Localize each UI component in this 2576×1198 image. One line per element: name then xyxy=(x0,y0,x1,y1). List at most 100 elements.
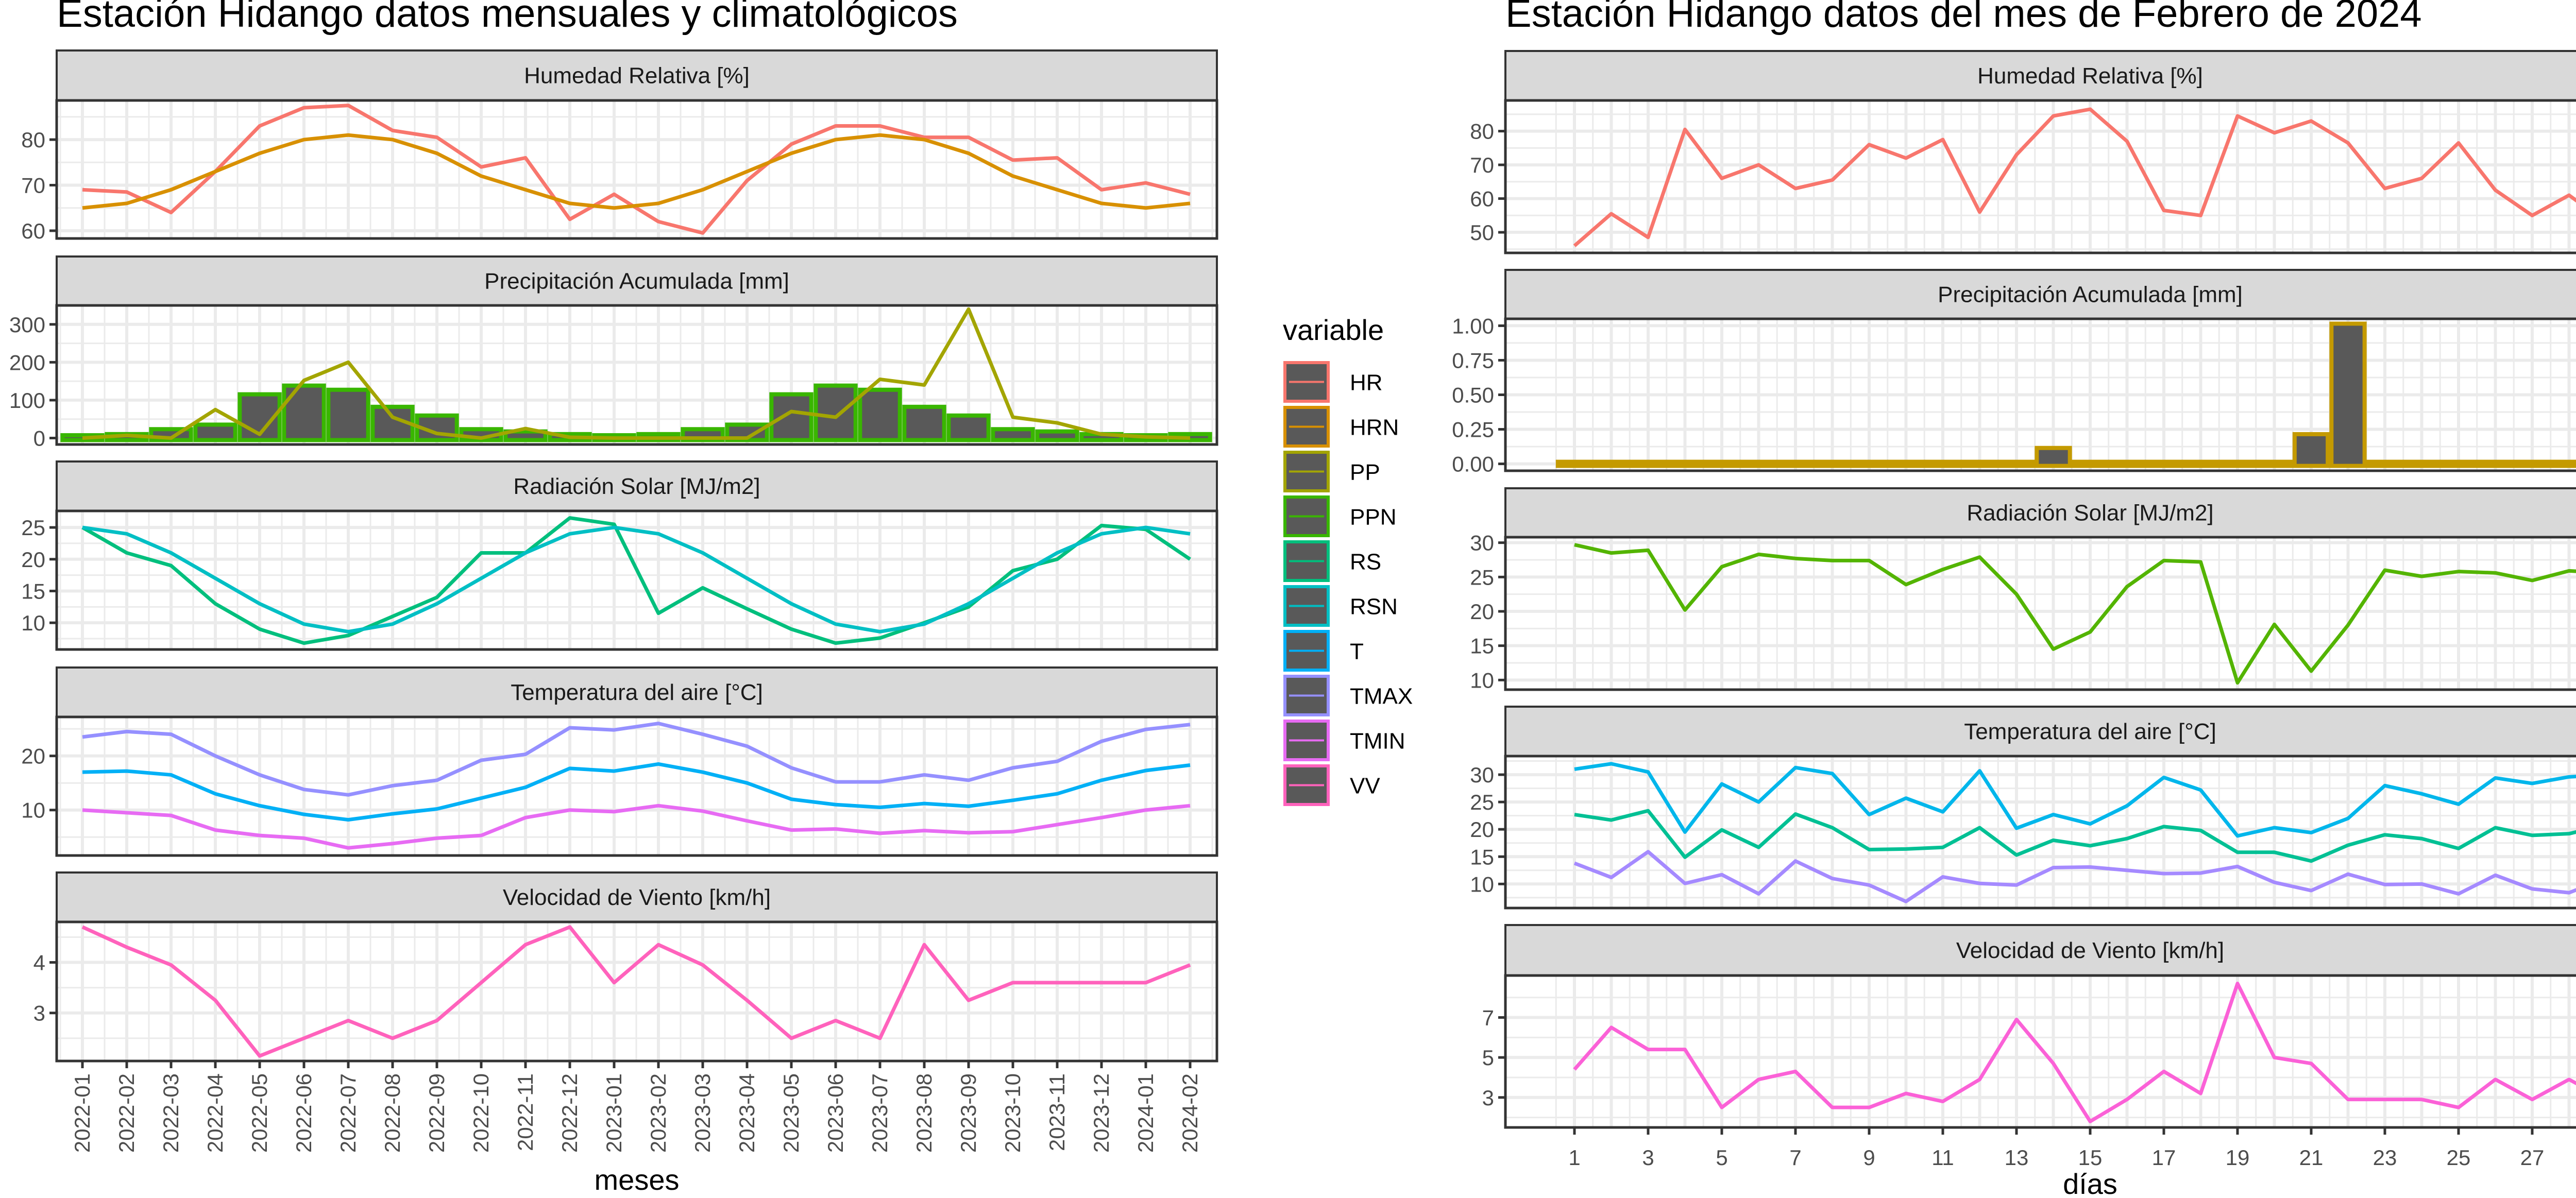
x-tick-label: 2024-02 xyxy=(1178,1073,1202,1153)
panel-3: Radiación Solar [MJ/m2] 10 15 20 25 30 xyxy=(1470,487,2576,692)
x-tick-label: 2023-12 xyxy=(1089,1073,1113,1153)
series-line-RS xyxy=(81,516,1191,645)
x-tick-label: 9 xyxy=(1863,1145,1875,1170)
bar-PPN-18 xyxy=(814,383,858,442)
y-tick-label: 80 xyxy=(1470,119,1494,144)
x-tick-label: 2023-05 xyxy=(779,1073,803,1153)
legend-item-VV: VV xyxy=(1283,764,1380,806)
x-tick-label: 2022-06 xyxy=(292,1073,316,1153)
facet-strip-label: Velocidad de Viento [km/h] xyxy=(503,885,771,910)
legend-item-TMAX: TMAX xyxy=(1283,675,1413,716)
bar-PP-11 xyxy=(1924,459,1962,468)
bar-PP-3 xyxy=(1629,459,1667,468)
bar-PP-9 xyxy=(1850,459,1888,468)
monthly-chart: Humedad Relativa [%] 60 70 80 Precipitación … xyxy=(9,49,1413,1196)
y-tick-label: 100 xyxy=(9,388,45,413)
y-tick-label: 10 xyxy=(21,798,45,823)
y-tick-label: 10 xyxy=(1470,872,1494,896)
facet-strip xyxy=(1504,50,2576,101)
legend-item-RSN: RSN xyxy=(1283,585,1398,627)
series-line-PP xyxy=(82,307,1191,440)
legend-label: HR xyxy=(1350,370,1383,396)
y-tick-label: 10 xyxy=(1470,668,1494,692)
x-tick-label: 2022-11 xyxy=(513,1073,537,1151)
y-tick-label: 0 xyxy=(33,426,45,450)
bar-PP-23 xyxy=(2366,459,2404,468)
series-line-VV xyxy=(81,925,1191,1058)
series-line-TMIN xyxy=(1573,850,2576,903)
x-tick-label: 17 xyxy=(2152,1145,2176,1170)
bar-PPN-20 xyxy=(902,404,946,442)
bar-PP-28 xyxy=(2550,459,2576,468)
bar-PP-26 xyxy=(2477,459,2514,468)
facet-strip xyxy=(56,871,1218,923)
y-tick-label: 20 xyxy=(21,744,45,768)
legend-item-TMIN: TMIN xyxy=(1283,720,1405,761)
legend-label: TMAX xyxy=(1350,684,1413,709)
x-tick-label: 2023-11 xyxy=(1045,1073,1069,1151)
panel-border xyxy=(55,715,1218,857)
series-line-HRN xyxy=(82,133,1191,210)
bar-PP-25 xyxy=(2439,459,2478,468)
y-tick-label: 70 xyxy=(1470,153,1494,177)
legend-label: T xyxy=(1350,639,1364,664)
bar-PP-5 xyxy=(1703,459,1741,468)
facet-strip xyxy=(56,460,1218,512)
y-tick-label: 15 xyxy=(21,579,45,603)
x-tick-label: 2023-01 xyxy=(602,1073,626,1153)
panel-4: Temperatura del aire [°C] 10 20 xyxy=(21,666,1218,857)
panel-border xyxy=(55,99,1218,240)
y-tick-label: 80 xyxy=(21,128,45,152)
facet-strip-label: Humedad Relativa [%] xyxy=(524,63,750,89)
x-tick-label: 21 xyxy=(2299,1145,2324,1170)
legend-label: RSN xyxy=(1350,594,1398,620)
x-tick-label: 19 xyxy=(2226,1145,2250,1170)
panel-border xyxy=(1504,536,2576,691)
bar-PP-17 xyxy=(2145,459,2183,468)
bar-PPN-21 xyxy=(946,413,991,442)
series-line-RS xyxy=(1574,543,2576,685)
legend-label: PPN xyxy=(1350,505,1396,530)
x-axis: 2022-01 2022-02 2022-03 2022-04 2022-05 2022-… xyxy=(70,1061,1202,1196)
legend: variable HR HRN PP PPN RS RSN T TMAX TMIN VV xyxy=(1283,314,1413,806)
y-tick-label: 60 xyxy=(1470,187,1494,211)
y-tick-label: 0.25 xyxy=(1452,418,1494,442)
x-tick-label: 2022-03 xyxy=(159,1073,183,1153)
y-tick-label: 1.00 xyxy=(1452,314,1494,338)
legend-item-PPN: PPN xyxy=(1283,495,1396,537)
bar-PP-18 xyxy=(2182,459,2219,468)
panel-border xyxy=(55,920,1218,1063)
bar-PP-22 xyxy=(2329,321,2367,468)
legend-item-PP: PP xyxy=(1283,451,1380,492)
x-tick-label: 2022-01 xyxy=(70,1073,94,1153)
bar-PP-12 xyxy=(1961,459,1998,468)
y-tick-label: 3 xyxy=(1482,1086,1494,1110)
bar-PP-7 xyxy=(1776,459,1815,468)
y-tick-label: 20 xyxy=(21,547,45,572)
x-tick-label: 2022-09 xyxy=(425,1073,449,1153)
x-tick-label: 25 xyxy=(2447,1145,2471,1170)
y-tick-label: 0.75 xyxy=(1452,348,1494,372)
y-tick-label: 25 xyxy=(1470,790,1494,814)
panel-1: Humedad Relativa [%] 50 60 70 80 xyxy=(1470,50,2576,254)
facet-strip xyxy=(1504,269,2576,320)
series-line-HR xyxy=(82,104,1191,235)
series-line-VV xyxy=(1573,982,2576,1123)
series-line-TMIN xyxy=(82,803,1191,850)
bar-PPN-22 xyxy=(991,427,1035,442)
y-tick-label: 60 xyxy=(21,219,45,243)
y-tick-label: 30 xyxy=(1470,763,1494,787)
bar-PPN-17 xyxy=(769,392,814,442)
bar-PP-14 xyxy=(2035,446,2072,468)
x-axis: 1357911131517192123252729días xyxy=(1568,1127,2544,1198)
bar-PP-4 xyxy=(1666,459,1704,468)
facet-strip-label: Velocidad de Viento [km/h] xyxy=(1956,938,2224,963)
bar-PP-1 xyxy=(1555,459,1594,468)
legend-item-HRN: HRN xyxy=(1283,406,1399,448)
series-line-TMAX xyxy=(82,722,1191,797)
bar-PPN-19 xyxy=(858,387,902,442)
legend-label: HRN xyxy=(1350,415,1399,440)
y-tick-label: 25 xyxy=(21,516,45,540)
bar-PPN-7 xyxy=(326,387,370,442)
facet-strip xyxy=(1504,487,2576,538)
